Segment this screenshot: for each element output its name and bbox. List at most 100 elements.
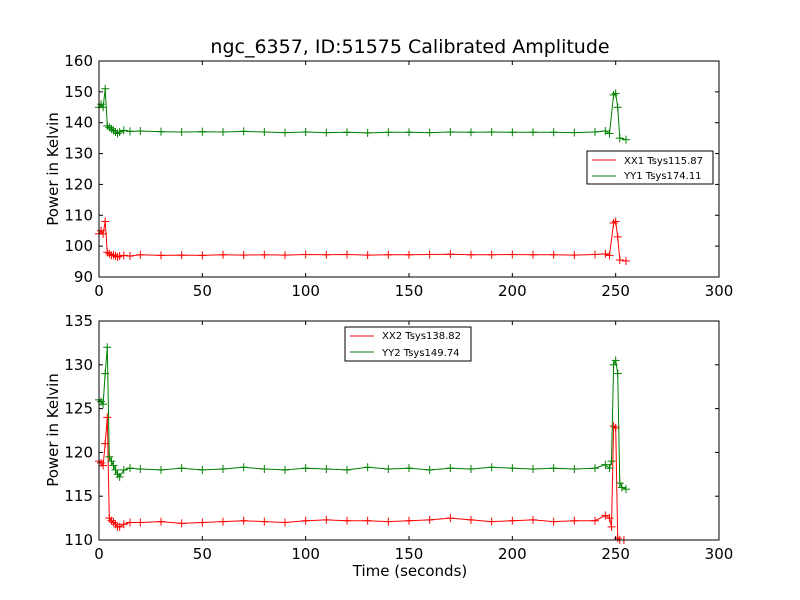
top-series-0-point-29: [467, 250, 475, 259]
bottom-series-1-point-26: [405, 464, 413, 473]
top-series-0-point-3: [101, 217, 110, 226]
bottom-series-1-point-7: [109, 461, 118, 470]
bottom-series-0-point-23: [343, 516, 351, 525]
bottom-x-tick-label-3: 150: [395, 545, 424, 563]
top-series-1-point-19: [260, 127, 269, 136]
bottom-series-1-point-14: [157, 465, 165, 474]
top-y-tick-label-6: 150: [64, 83, 93, 101]
bottom-series-0-point-29: [467, 515, 475, 524]
top-series-0-point-41: [615, 256, 624, 265]
bottom-series-1-point-22: [322, 465, 331, 474]
top-series-1-point-22: [322, 128, 331, 137]
bottom-series-1-point-38: [607, 457, 616, 466]
top-series-0-point-10: [115, 252, 124, 261]
bottom-panel: 0 50 100 150 200 250 300 110 115 120 125 130 135 Pow…: [44, 312, 733, 580]
chart-title: ngc_6357, ID:51575 Calibrated Amplitude: [210, 36, 609, 58]
bottom-series-1-point-34: [570, 465, 579, 474]
top-y-tick-label-1: 100: [64, 237, 93, 255]
top-series-0-point-13: [136, 250, 145, 259]
top-series-1-point-20: [281, 128, 289, 137]
bottom-series-1-point-5: [105, 452, 114, 461]
top-series-1-point-39: [611, 89, 620, 98]
bottom-series-1-point-18: [239, 463, 248, 472]
bottom-series-0-point-32: [529, 515, 537, 524]
bottom-x-tick-label-2: 100: [291, 545, 320, 563]
bottom-series-0-point-38: [607, 522, 616, 531]
top-series-1-point-9: [113, 129, 122, 138]
top-series-1-point-4: [103, 121, 112, 130]
bottom-series-0-point-34: [570, 516, 579, 525]
top-series-0-point-25: [384, 250, 393, 259]
top-series-1-point-17: [219, 127, 227, 136]
top-panel: 0 50 100 150 200 250 300 90 100 110 120 130 140 150 16…: [44, 52, 733, 300]
bottom-series-0-point-15: [177, 519, 186, 528]
bottom-y-tick-label-3: 125: [64, 400, 93, 418]
bottom-series-0-point-28: [446, 514, 455, 523]
top-series-1-point-33: [549, 128, 558, 137]
top-series-1-point-10: [115, 127, 124, 136]
top-series-1-point-31: [508, 128, 517, 137]
top-series-0-point-42: [622, 256, 630, 265]
top-x-tick-label-6: 300: [705, 282, 734, 300]
top-panel-marks: [95, 84, 630, 265]
bottom-series-0-point-19: [260, 517, 269, 526]
top-series-0-point-24: [363, 251, 372, 260]
bottom-series-1-point-25: [384, 465, 393, 474]
bottom-series-1-point-41: [613, 369, 622, 378]
bottom-y-tick-label-4: 130: [64, 356, 93, 374]
bottom-series-0-point-4: [103, 413, 112, 422]
top-series-0-point-7: [109, 250, 118, 259]
bottom-series-0-point-39: [609, 422, 618, 431]
bottom-y-tick-label-1: 115: [64, 487, 93, 505]
bottom-series-0-point-22: [322, 515, 331, 524]
top-series-0-point-40: [613, 232, 622, 241]
bottom-series-1-point-33: [549, 464, 558, 473]
bottom-series-0-point-16: [198, 518, 207, 527]
bottom-series-0-point-27: [425, 515, 434, 524]
top-series-0-point-21: [301, 250, 310, 259]
bottom-series-1-point-43: [617, 483, 626, 492]
bottom-series-1-point-20: [281, 465, 289, 474]
top-series-0-point-33: [549, 250, 558, 259]
bottom-series-1-point-8: [111, 465, 120, 474]
bottom-series-1-point-16: [198, 465, 207, 474]
top-y-tick-label-0: 90: [74, 268, 93, 286]
bottom-series-1-point-35: [591, 464, 599, 473]
top-series-1-point-42: [622, 135, 630, 144]
top-legend: XX1 Tsys115.87 YY1 Tsys174.11: [586, 150, 714, 185]
bottom-series-0-point-26: [405, 516, 413, 525]
top-legend-label-0: XX1 Tsys115.87: [624, 156, 703, 167]
bottom-series-1-point-36: [601, 460, 610, 469]
top-series-1-point-5: [105, 123, 114, 132]
top-series-1-point-35: [591, 127, 599, 136]
top-series-1-point-41: [615, 134, 624, 143]
bottom-legend-box: [344, 326, 472, 362]
bottom-series-0-point-18: [239, 516, 248, 525]
bottom-series-0-point-31: [508, 516, 517, 525]
top-series-1-point-21: [301, 127, 310, 136]
bottom-series-0-point-12: [126, 518, 134, 527]
bottom-series-1-point-2: [99, 400, 108, 409]
bottom-x-tick-label-6: 300: [705, 545, 734, 563]
top-series-1-point-3: [101, 84, 110, 93]
top-series-1-point-18: [239, 127, 248, 136]
top-y-tick-label-5: 140: [64, 114, 93, 132]
top-series-0-point-37: [605, 251, 614, 260]
bottom-x-tick-label-4: 200: [498, 545, 527, 563]
top-series-0-point-14: [157, 251, 165, 260]
bottom-series-0-point-13: [136, 518, 145, 527]
top-y-axis-label: Power in Kelvin: [44, 112, 62, 226]
bottom-series-0-point-33: [549, 517, 558, 526]
top-series-0-point-39: [611, 217, 620, 226]
top-series-1-point-14: [157, 127, 165, 136]
top-series-1-point-34: [570, 128, 579, 137]
top-series-0-point-4: [103, 248, 112, 257]
top-series-0-point-36: [601, 249, 610, 258]
top-y-tick-label-2: 110: [64, 206, 93, 224]
bottom-series-1-point-28: [446, 464, 455, 473]
bottom-series-1-point-15: [177, 464, 186, 473]
x-axis-label: Time (seconds): [352, 562, 468, 580]
bottom-series-1-point-13: [136, 465, 145, 474]
bottom-series-1-point-40: [611, 356, 620, 365]
